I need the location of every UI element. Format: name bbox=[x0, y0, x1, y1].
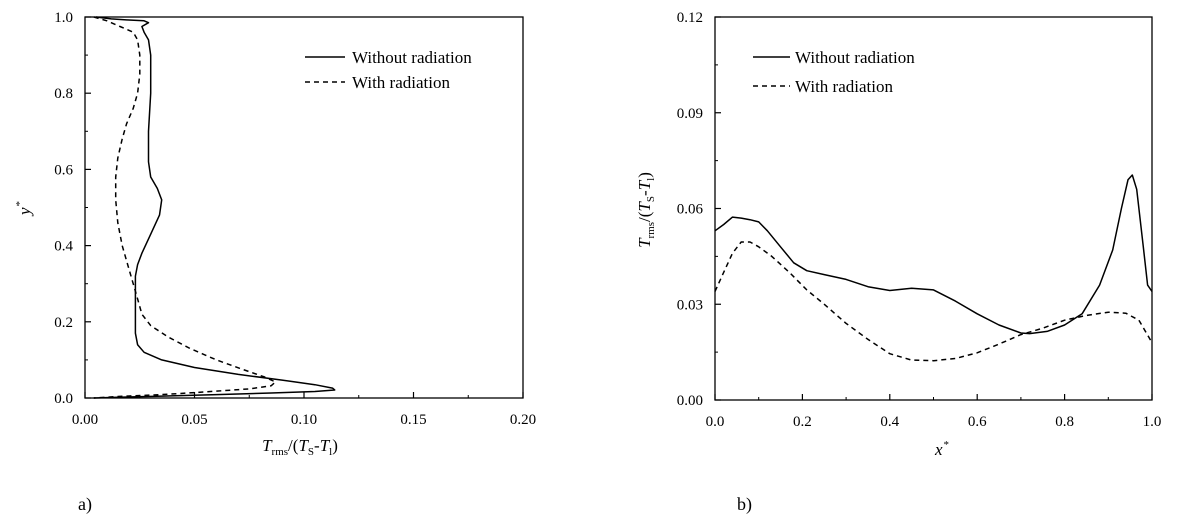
x-tick-label: 0.6 bbox=[968, 414, 987, 430]
panel-a: 0.00 0.05 0.10 0.15 0.20 0.0 0.2 0.4 0.6 0.8 1.0 Wi… bbox=[14, 10, 536, 515]
x-tick-label: 0.0 bbox=[706, 414, 725, 430]
x-tick-label: 0.15 bbox=[400, 412, 426, 428]
legend-label-without-radiation: Without radiation bbox=[352, 48, 472, 67]
panel-b: 0.0 0.2 0.4 0.6 0.8 1.0 0.00 0.03 0.06 0.09 0.12 Wi… bbox=[635, 10, 1161, 515]
y-tick-label: 1.0 bbox=[54, 10, 73, 26]
y-tick-label: 0.12 bbox=[677, 10, 703, 26]
y-tick-label: 0.03 bbox=[677, 297, 703, 313]
y-tick-label: 0.0 bbox=[54, 391, 73, 407]
y-tick-label: 0.4 bbox=[54, 239, 73, 255]
series-line-with-radiation bbox=[93, 16, 277, 399]
y-tick-label: 0.8 bbox=[54, 86, 73, 102]
x-tick-label: 0.00 bbox=[72, 412, 98, 428]
plot-frame bbox=[714, 16, 1153, 401]
x-tick-label: 0.10 bbox=[291, 412, 317, 428]
x-tick-label: 1.0 bbox=[1143, 414, 1162, 430]
x-tick-label: 0.20 bbox=[510, 412, 536, 428]
x-tick-label: 0.8 bbox=[1055, 414, 1074, 430]
series-line-without-radiation bbox=[93, 16, 336, 399]
x-axis-label: Trms/(TS-Tl) bbox=[262, 436, 338, 458]
y-tick-label: 0.09 bbox=[677, 106, 703, 122]
y-tick-label: 0.00 bbox=[677, 393, 703, 409]
legend-label-without-radiation: Without radiation bbox=[795, 48, 915, 67]
panel-label: a) bbox=[78, 494, 92, 515]
x-tick-label: 0.4 bbox=[880, 414, 899, 430]
y-tick-label: 0.06 bbox=[677, 202, 704, 218]
x-tick-label: 0.05 bbox=[181, 412, 207, 428]
y-tick-label: 0.2 bbox=[54, 315, 73, 331]
x-tick-label: 0.2 bbox=[793, 414, 812, 430]
series-line-with-radiation bbox=[714, 241, 1153, 362]
panel-label: b) bbox=[737, 494, 752, 515]
legend-label-with-radiation: With radiation bbox=[795, 77, 893, 96]
series-line-without-radiation bbox=[714, 174, 1153, 335]
y-tick-label: 0.6 bbox=[54, 162, 73, 178]
x-axis-label: x* bbox=[934, 439, 949, 459]
y-axis-label: y* bbox=[14, 201, 34, 217]
legend-label-with-radiation: With radiation bbox=[352, 73, 450, 92]
y-axis-label: Trms/(TS-Tl) bbox=[635, 172, 657, 248]
